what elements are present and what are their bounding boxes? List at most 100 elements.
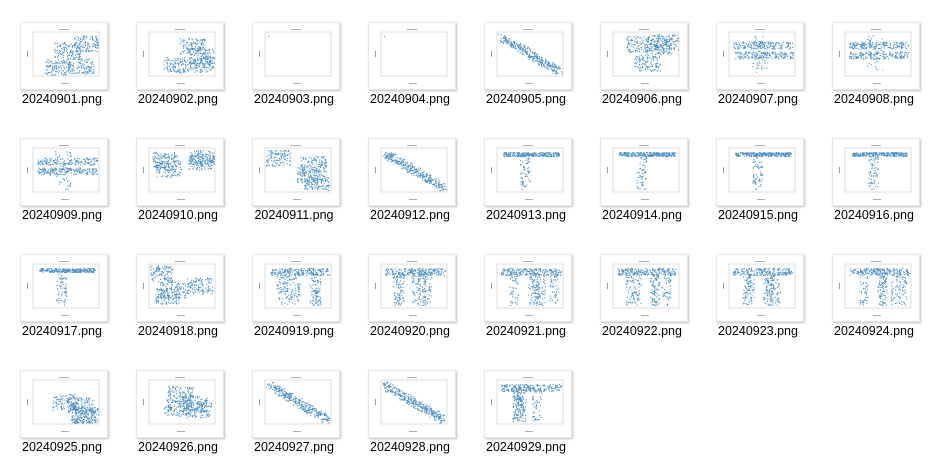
file-thumbnail[interactable] — [20, 370, 108, 438]
file-name-label[interactable]: 20240911.png — [254, 208, 334, 222]
file-item[interactable]: 20240903.png — [236, 4, 352, 112]
file-name-label[interactable]: 20240929.png — [486, 440, 566, 454]
file-thumbnail[interactable] — [20, 138, 108, 206]
file-name-label[interactable]: 20240914.png — [602, 208, 682, 222]
file-name-label[interactable]: 20240915.png — [718, 208, 798, 222]
file-name-label[interactable]: 20240916.png — [834, 208, 914, 222]
file-item[interactable]: 20240923.png — [700, 236, 816, 344]
scatter-plot-thumbnail — [491, 29, 564, 84]
file-name-label[interactable]: 20240925.png — [22, 440, 102, 454]
file-thumbnail[interactable] — [368, 22, 456, 90]
file-thumbnail[interactable] — [252, 370, 340, 438]
file-item[interactable]: 20240906.png — [584, 4, 700, 112]
scatter-plot-thumbnail — [723, 145, 796, 200]
file-item[interactable]: 20240912.png — [352, 120, 468, 228]
file-thumbnail[interactable] — [136, 138, 224, 206]
scatter-plot-thumbnail — [375, 29, 448, 84]
file-item[interactable]: 20240904.png — [352, 4, 468, 112]
file-item[interactable]: 20240928.png — [352, 352, 468, 460]
scatter-plot-thumbnail — [27, 145, 100, 200]
file-thumbnail[interactable] — [484, 254, 572, 322]
scatter-plot-thumbnail — [723, 29, 796, 84]
file-thumbnail[interactable] — [136, 254, 224, 322]
file-item[interactable]: 20240911.png — [236, 120, 352, 228]
file-thumbnail[interactable] — [832, 138, 920, 206]
file-item[interactable]: 20240910.png — [120, 120, 236, 228]
file-thumbnail[interactable] — [136, 370, 224, 438]
file-item[interactable]: 20240914.png — [584, 120, 700, 228]
file-name-label[interactable]: 20240908.png — [834, 92, 914, 106]
file-name-label[interactable]: 20240919.png — [254, 324, 334, 338]
file-name-label[interactable]: 20240928.png — [370, 440, 450, 454]
file-name-label[interactable]: 20240910.png — [138, 208, 218, 222]
scatter-plot-thumbnail — [259, 29, 332, 84]
file-name-label[interactable]: 20240905.png — [486, 92, 566, 106]
file-name-label[interactable]: 20240913.png — [486, 208, 566, 222]
file-name-label[interactable]: 20240923.png — [718, 324, 798, 338]
file-item[interactable]: 20240920.png — [352, 236, 468, 344]
file-item[interactable]: 20240917.png — [4, 236, 120, 344]
file-thumbnail[interactable] — [716, 254, 804, 322]
file-name-label[interactable]: 20240927.png — [254, 440, 334, 454]
file-name-label[interactable]: 20240907.png — [718, 92, 798, 106]
scatter-plot-thumbnail — [27, 261, 100, 316]
file-thumbnail[interactable] — [20, 22, 108, 90]
file-item[interactable]: 20240909.png — [4, 120, 120, 228]
file-thumbnail[interactable] — [252, 254, 340, 322]
file-item[interactable]: 20240924.png — [816, 236, 932, 344]
file-thumbnail[interactable] — [252, 138, 340, 206]
file-thumbnail[interactable] — [600, 138, 688, 206]
file-thumbnail[interactable] — [832, 22, 920, 90]
file-thumbnail[interactable] — [716, 22, 804, 90]
file-thumbnail[interactable] — [600, 254, 688, 322]
file-item[interactable]: 20240925.png — [4, 352, 120, 460]
scatter-plot-thumbnail — [607, 145, 680, 200]
file-item[interactable]: 20240915.png — [700, 120, 816, 228]
file-thumbnail[interactable] — [716, 138, 804, 206]
file-thumbnail[interactable] — [20, 254, 108, 322]
file-item[interactable]: 20240913.png — [468, 120, 584, 228]
file-item[interactable]: 20240908.png — [816, 4, 932, 112]
file-name-label[interactable]: 20240922.png — [602, 324, 682, 338]
scatter-plot-thumbnail — [839, 145, 912, 200]
file-item[interactable]: 20240921.png — [468, 236, 584, 344]
file-item[interactable]: 20240907.png — [700, 4, 816, 112]
file-item[interactable]: 20240916.png — [816, 120, 932, 228]
file-name-label[interactable]: 20240926.png — [138, 440, 218, 454]
file-thumbnail[interactable] — [368, 370, 456, 438]
file-item[interactable]: 20240919.png — [236, 236, 352, 344]
file-name-label[interactable]: 20240906.png — [602, 92, 682, 106]
file-name-label[interactable]: 20240904.png — [370, 92, 450, 106]
file-name-label[interactable]: 20240920.png — [370, 324, 450, 338]
file-thumbnail[interactable] — [484, 22, 572, 90]
file-thumbnail[interactable] — [368, 138, 456, 206]
file-thumbnail[interactable] — [484, 370, 572, 438]
file-name-label[interactable]: 20240917.png — [22, 324, 102, 338]
file-name-label[interactable]: 20240912.png — [370, 208, 450, 222]
file-thumbnail[interactable] — [484, 138, 572, 206]
file-item[interactable]: 20240918.png — [120, 236, 236, 344]
scatter-plot-thumbnail — [143, 145, 216, 200]
file-name-label[interactable]: 20240901.png — [22, 92, 102, 106]
file-item[interactable]: 20240905.png — [468, 4, 584, 112]
scatter-plot-thumbnail — [27, 377, 100, 432]
file-thumbnail[interactable] — [832, 254, 920, 322]
file-thumbnail[interactable] — [368, 254, 456, 322]
scatter-plot-thumbnail — [27, 29, 100, 84]
file-name-label[interactable]: 20240903.png — [254, 92, 334, 106]
file-name-label[interactable]: 20240902.png — [138, 92, 218, 106]
file-item[interactable]: 20240902.png — [120, 4, 236, 112]
file-thumbnail[interactable] — [252, 22, 340, 90]
file-thumbnail[interactable] — [600, 22, 688, 90]
file-thumbnail[interactable] — [136, 22, 224, 90]
file-item[interactable]: 20240927.png — [236, 352, 352, 460]
file-name-label[interactable]: 20240918.png — [138, 324, 218, 338]
file-item[interactable]: 20240901.png — [4, 4, 120, 112]
file-name-label[interactable]: 20240909.png — [22, 208, 102, 222]
file-item[interactable]: 20240926.png — [120, 352, 236, 460]
file-name-label[interactable]: 20240921.png — [486, 324, 566, 338]
file-item[interactable]: 20240929.png — [468, 352, 584, 460]
file-name-label[interactable]: 20240924.png — [834, 324, 914, 338]
file-item[interactable]: 20240922.png — [584, 236, 700, 344]
